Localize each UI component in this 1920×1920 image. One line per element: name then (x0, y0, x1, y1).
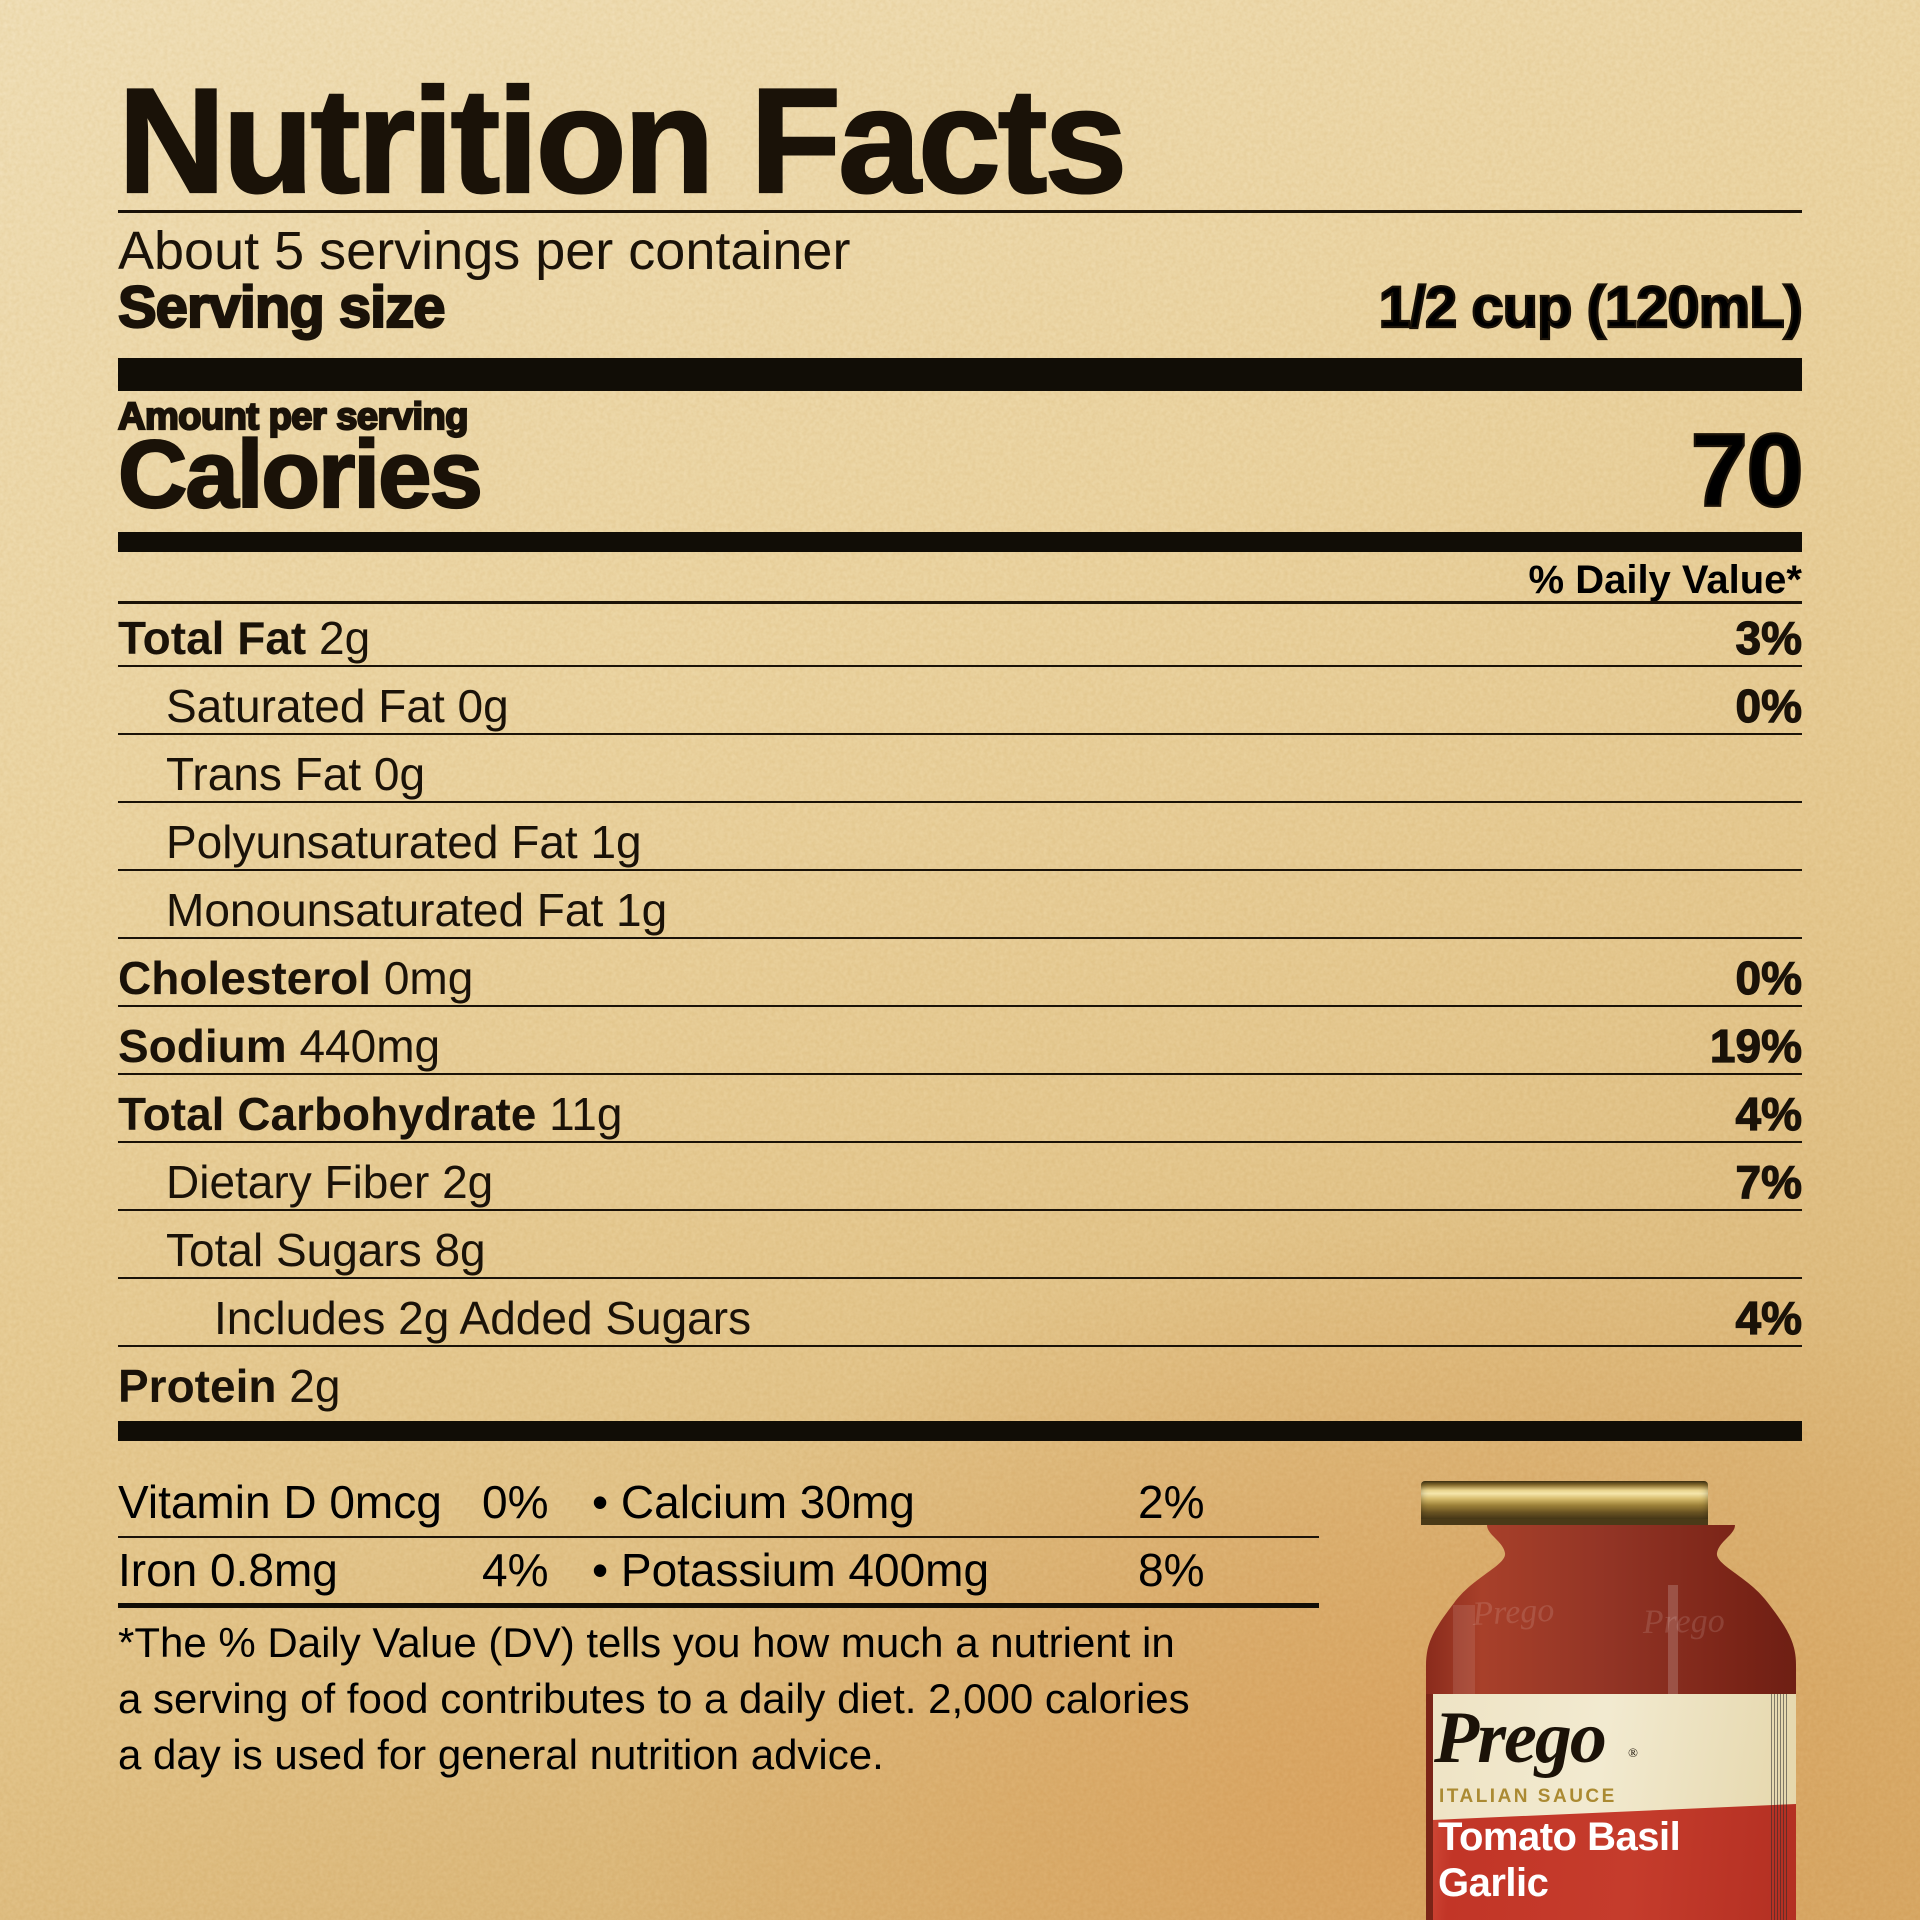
svg-text:Prego: Prego (1470, 1592, 1555, 1633)
svg-text:Prego: Prego (1641, 1603, 1724, 1641)
